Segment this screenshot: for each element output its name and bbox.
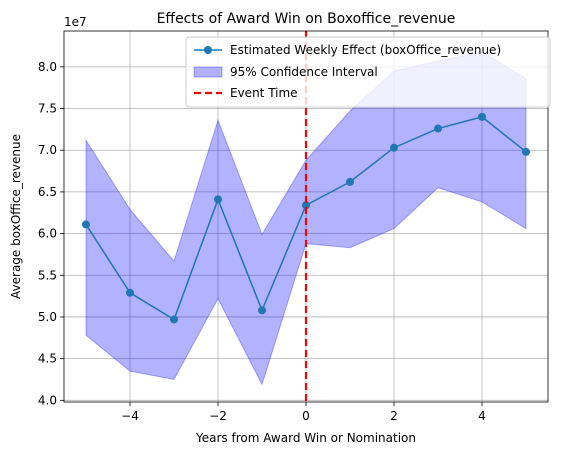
x-tick-label-3: 2: [390, 409, 398, 423]
data-point-9: [478, 112, 486, 121]
data-point-5: [302, 201, 310, 210]
data-point-2: [170, 315, 178, 324]
legend-box: [185, 36, 551, 108]
legend: Estimated Weekly Effect (boxOffice_reven…: [185, 36, 551, 108]
data-point-4: [258, 306, 266, 315]
data-point-1: [126, 288, 134, 297]
y-tick-label-0: 4.0: [38, 393, 57, 407]
x-tick-label-1: −2: [209, 409, 227, 423]
y-axis-ticks: 4.0 4.5 5.0 5.5 6.0 6.5 7.0 7.5 8.0: [38, 60, 64, 407]
data-point-0: [82, 220, 90, 229]
y-axis-label: Average boxOffice_revenue: [9, 134, 23, 299]
y-tick-label-6: 7.0: [38, 143, 57, 157]
x-axis-label: Years from Award Win or Nomination: [195, 431, 416, 445]
x-tick-label-2: 0: [302, 409, 310, 423]
series-group: [82, 112, 530, 324]
data-point-7: [390, 143, 398, 152]
x-tick-label-0: −4: [121, 409, 139, 423]
data-point-6: [346, 177, 354, 186]
y-tick-label-2: 5.0: [38, 310, 57, 324]
legend-label-ci: 95% Confidence Interval: [230, 65, 378, 79]
data-point-10: [522, 147, 530, 156]
legend-label-estimate: Estimated Weekly Effect (boxOffice_reven…: [230, 43, 501, 57]
y-tick-label-3: 5.5: [38, 268, 57, 282]
y-tick-label-4: 6.0: [38, 227, 57, 241]
data-point-8: [434, 124, 442, 133]
x-axis-ticks: −4 −2 0 2 4: [121, 402, 486, 423]
y-tick-label-1: 4.5: [38, 352, 57, 366]
chart-title: Effects of Award Win on Boxoffice_revenu…: [157, 11, 456, 27]
y-tick-label-5: 6.5: [38, 185, 57, 199]
y-tick-label-8: 8.0: [38, 60, 57, 74]
data-point-3: [214, 195, 222, 204]
x-tick-label-4: 4: [478, 409, 486, 423]
y-offset-label: 1e7: [64, 15, 87, 29]
legend-swatch-band: [193, 66, 223, 78]
y-tick-label-7: 7.5: [38, 102, 57, 116]
legend-label-event: Event Time: [230, 86, 298, 100]
legend-swatch-marker: [204, 46, 212, 54]
